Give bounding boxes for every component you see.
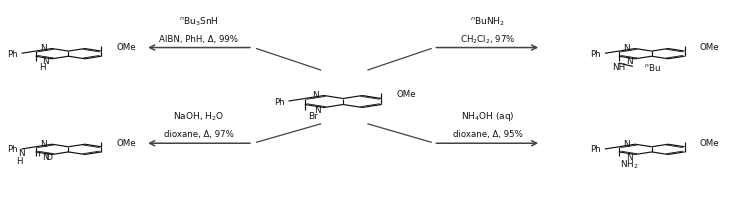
Text: N: N xyxy=(40,44,47,53)
Text: OMe: OMe xyxy=(700,43,719,52)
Text: N: N xyxy=(624,139,630,148)
Text: H: H xyxy=(16,157,23,166)
Text: CH$_2$Cl$_2$, 97%: CH$_2$Cl$_2$, 97% xyxy=(460,33,516,45)
Text: Ph: Ph xyxy=(590,50,601,59)
Text: Br: Br xyxy=(308,111,318,120)
Text: NaOH, H$_2$O: NaOH, H$_2$O xyxy=(173,110,225,122)
Text: $^n$Bu$_3$SnH: $^n$Bu$_3$SnH xyxy=(179,16,219,28)
Text: $^n$BuNH$_2$: $^n$BuNH$_2$ xyxy=(470,16,505,28)
Text: NH$_2$: NH$_2$ xyxy=(621,157,639,170)
Text: N: N xyxy=(626,152,633,161)
Text: NH$_4$OH (aq): NH$_4$OH (aq) xyxy=(461,110,514,123)
Text: NH: NH xyxy=(612,63,626,72)
Text: N: N xyxy=(40,139,47,148)
Text: N: N xyxy=(314,105,321,114)
Text: Ph: Ph xyxy=(8,50,18,59)
Text: OMe: OMe xyxy=(700,138,719,147)
Text: N: N xyxy=(42,152,49,161)
Text: N: N xyxy=(42,57,49,66)
Text: OMe: OMe xyxy=(116,43,136,52)
Text: Ph: Ph xyxy=(590,145,601,154)
Text: Ph: Ph xyxy=(8,145,18,154)
Text: N: N xyxy=(626,57,633,66)
Text: H: H xyxy=(39,62,46,71)
Text: $^n$Bu: $^n$Bu xyxy=(644,62,661,73)
Text: N: N xyxy=(17,149,24,157)
Text: AIBN, PhH, Δ, 99%: AIBN, PhH, Δ, 99% xyxy=(159,35,238,44)
Text: OMe: OMe xyxy=(116,138,136,147)
Text: N: N xyxy=(624,44,630,53)
Text: O: O xyxy=(45,152,52,161)
Text: dioxane, Δ, 97%: dioxane, Δ, 97% xyxy=(164,129,234,138)
Text: N: N xyxy=(312,91,319,100)
Text: dioxane, Δ, 95%: dioxane, Δ, 95% xyxy=(452,129,523,138)
Text: OMe: OMe xyxy=(397,89,416,98)
Text: Ph: Ph xyxy=(274,97,285,106)
